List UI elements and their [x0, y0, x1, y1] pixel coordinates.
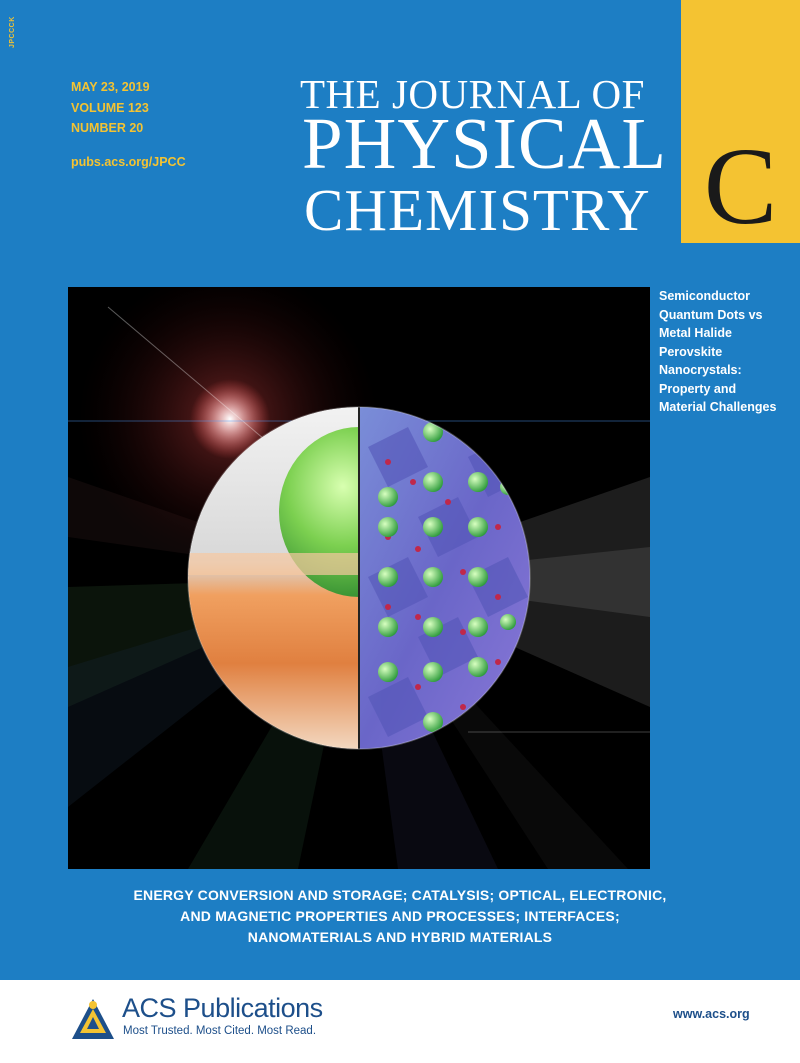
feature-line: Nanocrystals: [659, 363, 742, 377]
cover-artwork [68, 287, 650, 869]
section-letter: C [703, 125, 778, 247]
topic-line: NANOMATERIALS AND HYBRID MATERIALS [247, 929, 553, 945]
issue-number: NUMBER 20 [71, 121, 144, 135]
feature-line: Material Challenges [659, 400, 777, 414]
issue-info: MAY 23, 2019 VOLUME 123 NUMBER 20 pubs.a… [71, 77, 186, 172]
spine-code: JPCCCK [9, 16, 16, 48]
topic-list: ENERGY CONVERSION AND STORAGE; CATALYSIS… [0, 885, 800, 948]
quantum-dot-illustration [68, 287, 650, 869]
topic-line: AND MAGNETIC PROPERTIES AND PROCESSES; I… [180, 908, 620, 924]
feature-article-title: Semiconductor Quantum Dots vs Metal Hali… [659, 287, 794, 417]
issue-volume: VOLUME 123 [71, 100, 149, 115]
topic-line: ENERGY CONVERSION AND STORAGE; CATALYSIS… [133, 887, 667, 903]
brand-tagline: Most Trusted. Most Cited. Most Read. [123, 1025, 317, 1037]
feature-line: Perovskite [659, 344, 723, 359]
section-box: C [681, 0, 800, 243]
issue-date: MAY 23, 2019 [71, 80, 150, 94]
journal-title-line1: THE JOURNAL OF [300, 71, 645, 117]
journal-title-line3: CHEMISTRY [304, 177, 651, 243]
feature-line: Metal Halide [659, 326, 732, 340]
acs-logo-icon [72, 999, 114, 1039]
feature-line: Property and [659, 381, 737, 396]
brand-acs: ACS [122, 993, 177, 1023]
journal-title-line2: PHYSICAL [302, 103, 667, 184]
feature-line: Semiconductor [659, 289, 750, 303]
acs-website-link[interactable]: www.acs.org [673, 1007, 750, 1021]
brand-publications: Publications [183, 993, 323, 1023]
journal-url[interactable]: pubs.acs.org/JPCC [71, 154, 186, 169]
acs-publications-brand: ACS Publications [122, 993, 323, 1024]
feature-line: Quantum Dots vs [659, 307, 763, 322]
